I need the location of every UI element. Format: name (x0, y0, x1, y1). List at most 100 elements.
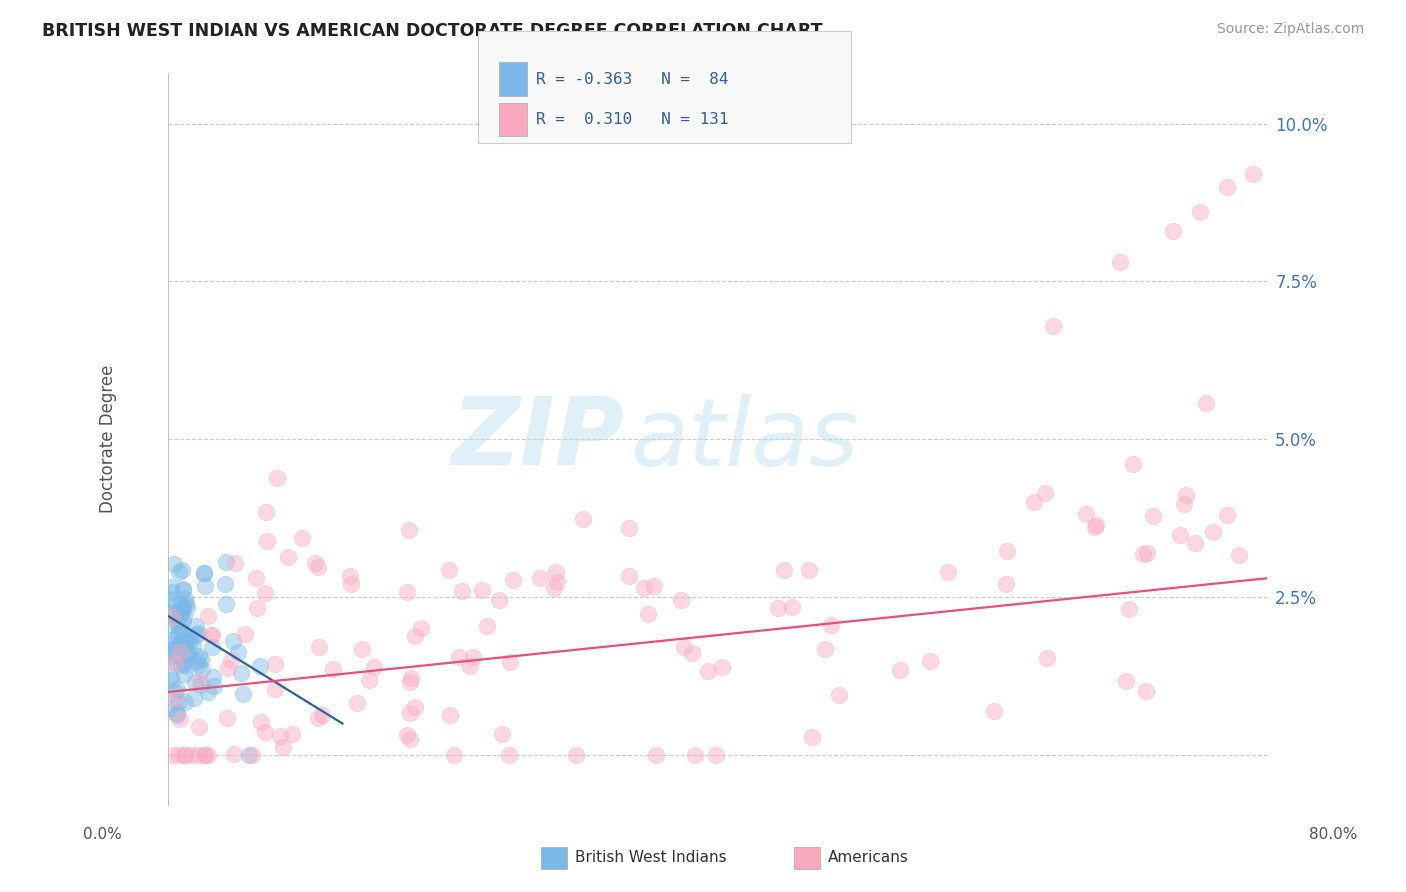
Point (1168, 528, 1191, 542)
Point (240, 748, 263, 763)
Point (174, 640, 197, 654)
Point (163, 655, 186, 669)
Point (619, 520, 641, 534)
Point (159, 618, 181, 632)
Point (546, 565, 568, 579)
Point (346, 696, 368, 710)
Point (404, 700, 426, 714)
Point (173, 667, 195, 681)
Point (546, 574, 568, 589)
Point (1022, 494, 1045, 508)
Point (176, 599, 198, 614)
Point (245, 571, 267, 585)
Point (471, 583, 494, 598)
Point (449, 650, 471, 665)
Point (308, 640, 330, 654)
Point (177, 646, 200, 660)
Point (197, 748, 219, 763)
Point (1215, 179, 1237, 194)
Point (165, 613, 187, 627)
Point (160, 610, 183, 624)
Point (254, 505, 277, 519)
Point (193, 566, 215, 581)
Point (188, 648, 211, 663)
Point (172, 583, 194, 598)
Point (157, 606, 180, 620)
Point (828, 689, 851, 703)
Point (184, 619, 207, 633)
Point (163, 558, 186, 572)
Point (229, 666, 252, 681)
Point (1229, 548, 1251, 562)
Point (398, 524, 420, 538)
Point (404, 629, 426, 643)
Text: Doctorate Degree: Doctorate Degree (98, 365, 117, 514)
Point (1135, 684, 1157, 698)
Point (399, 674, 422, 689)
Point (502, 573, 524, 587)
Point (163, 692, 186, 706)
Point (995, 577, 1018, 591)
Point (226, 645, 249, 659)
Point (217, 661, 239, 675)
Point (173, 695, 195, 709)
Point (322, 662, 344, 676)
Point (1216, 508, 1239, 522)
Point (1035, 651, 1057, 665)
Point (172, 629, 194, 643)
Point (399, 732, 422, 747)
Point (350, 642, 373, 657)
Point (246, 600, 269, 615)
Point (169, 637, 191, 651)
Point (201, 628, 224, 642)
Point (194, 579, 217, 593)
Point (256, 534, 278, 549)
Point (169, 712, 191, 726)
Point (166, 707, 188, 722)
Point (214, 577, 236, 591)
Text: Source: ZipAtlas.com: Source: ZipAtlas.com (1216, 22, 1364, 37)
Point (1042, 318, 1064, 333)
Point (187, 626, 209, 640)
Point (167, 695, 190, 709)
Point (920, 654, 942, 668)
Point (773, 563, 796, 577)
Point (399, 706, 422, 720)
Point (187, 658, 209, 673)
Point (1136, 546, 1159, 560)
Point (1184, 535, 1206, 549)
Text: ZIP: ZIP (451, 393, 624, 485)
Point (571, 512, 593, 526)
Point (170, 624, 193, 638)
Point (437, 563, 460, 577)
Point (266, 471, 288, 485)
Point (166, 647, 188, 661)
Point (183, 690, 205, 705)
Point (995, 543, 1018, 558)
Point (673, 640, 696, 655)
Point (222, 747, 245, 761)
Point (180, 748, 202, 763)
Point (782, 600, 804, 615)
Point (215, 597, 238, 611)
Point (186, 654, 208, 668)
Point (169, 565, 191, 579)
Point (166, 706, 188, 720)
Point (671, 593, 693, 607)
Point (162, 748, 184, 763)
Point (170, 607, 193, 622)
Point (820, 618, 842, 632)
Point (411, 621, 433, 635)
Point (202, 679, 225, 693)
Point (311, 707, 333, 722)
Point (399, 672, 422, 686)
Point (637, 607, 659, 621)
Point (159, 701, 181, 715)
Text: 80.0%: 80.0% (1309, 827, 1357, 842)
Point (159, 670, 181, 684)
Point (1084, 517, 1107, 532)
Point (163, 607, 186, 622)
Point (263, 657, 285, 671)
Point (269, 729, 291, 743)
Point (232, 687, 254, 701)
